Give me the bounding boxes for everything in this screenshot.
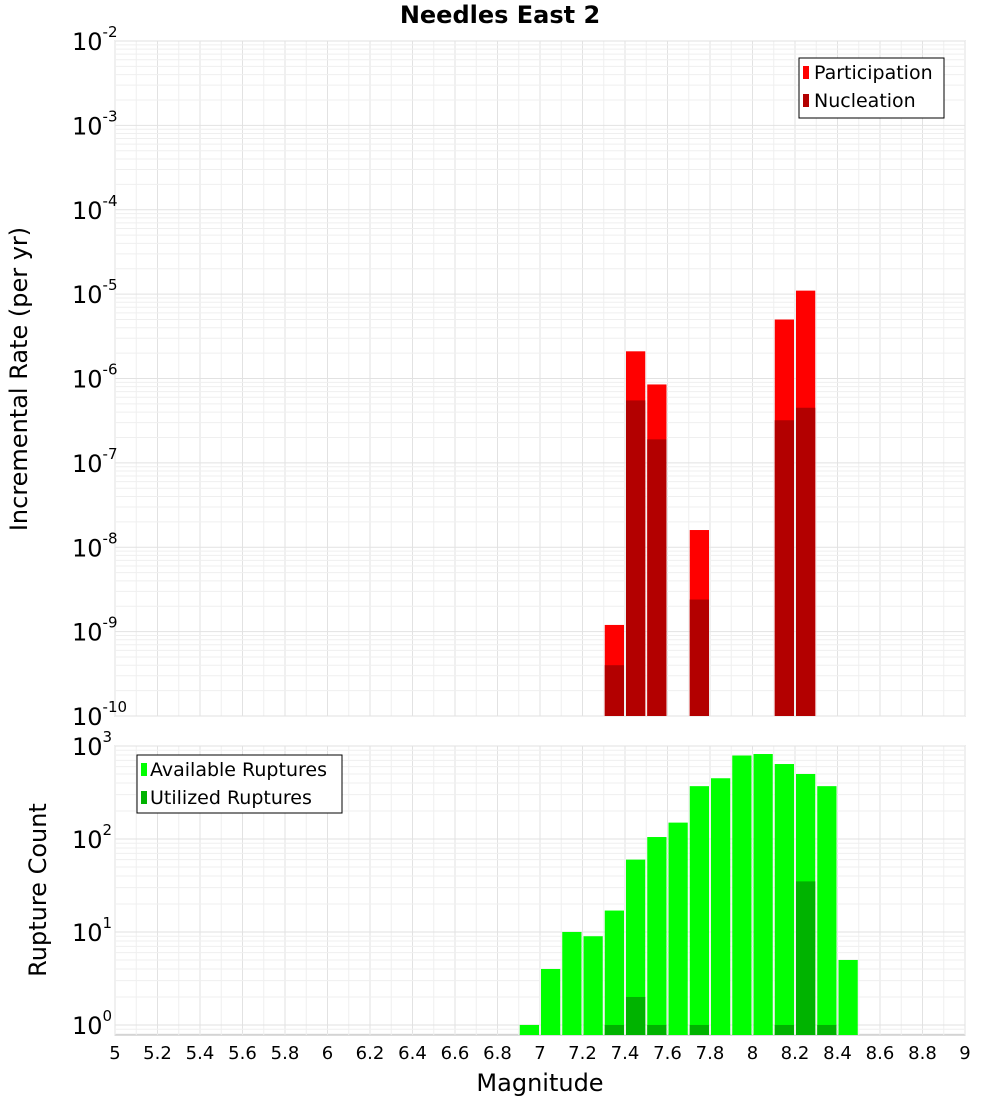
legend-swatch-utilized-ruptures	[141, 791, 147, 804]
bar-available-ruptures	[647, 837, 667, 1035]
x-tick-label: 7.4	[611, 1043, 640, 1064]
legend-label-available-ruptures: Available Ruptures	[150, 759, 327, 781]
participation-rate-panel: 10-10 10-9 10-8 10-7 10-6 10-5 10-4 10-3 10-2 In…	[5, 23, 966, 731]
bottom-legend-box	[136, 754, 343, 814]
bar-available-ruptures	[583, 936, 603, 1035]
x-tick-label: 5	[109, 1043, 120, 1064]
bottom-legend: Available Ruptures Utilized Ruptures	[136, 754, 343, 814]
bottom-bars	[519, 754, 858, 1035]
y-tick-label: 10-5	[72, 276, 118, 309]
bar-utilized-ruptures	[774, 1024, 794, 1035]
bar-utilized-ruptures	[817, 1024, 837, 1035]
x-axis-label: Magnitude	[476, 1069, 603, 1097]
y-tick-label: 10-2	[72, 23, 118, 56]
bar-utilized-ruptures	[689, 1024, 709, 1035]
x-tick-label: 5.2	[143, 1043, 172, 1064]
legend-label-participation: Participation	[814, 62, 933, 84]
bar-nucleation	[796, 407, 816, 716]
bar-available-ruptures	[711, 778, 731, 1035]
x-tick-label: 5.6	[228, 1043, 257, 1064]
bar-nucleation	[647, 439, 667, 716]
bar-utilized-ruptures	[647, 1024, 667, 1035]
bar-available-ruptures	[732, 755, 752, 1035]
y-tick-label: 100	[72, 1007, 112, 1040]
legend-label-utilized-ruptures: Utilized Ruptures	[150, 787, 312, 809]
legend-label-nucleation: Nucleation	[814, 90, 916, 112]
bar-nucleation	[604, 665, 624, 716]
x-tick-label: 8.2	[781, 1043, 810, 1064]
bar-available-ruptures	[838, 959, 858, 1035]
legend-swatch-participation	[803, 66, 809, 79]
bar-utilized-ruptures	[604, 1024, 624, 1035]
bar-utilized-ruptures	[626, 996, 646, 1035]
top-legend-box	[798, 57, 945, 119]
x-tick-label: 7.2	[568, 1043, 597, 1064]
bar-nucleation	[626, 400, 646, 716]
bar-available-ruptures	[668, 822, 688, 1035]
y-tick-label: 10-10	[72, 698, 127, 731]
legend-swatch-nucleation	[803, 94, 809, 107]
bar-utilized-ruptures	[796, 881, 816, 1035]
bar-available-ruptures	[604, 910, 624, 1035]
bar-available-ruptures	[817, 786, 837, 1035]
legend-swatch-available-ruptures	[141, 763, 147, 776]
x-tick-label: 6	[322, 1043, 333, 1064]
y-tick-label: 10-8	[72, 529, 118, 562]
x-tick-label: 6.4	[398, 1043, 427, 1064]
y-tick-label: 10-6	[72, 361, 118, 394]
top-y-ticks: 10-10 10-9 10-8 10-7 10-6 10-5 10-4 10-3 10-2	[72, 23, 127, 731]
y-tick-label: 10-9	[72, 614, 118, 647]
bar-available-ruptures	[774, 764, 794, 1035]
x-tick-label: 8.8	[908, 1043, 937, 1064]
bar-available-ruptures	[519, 1024, 539, 1035]
y-tick-label: 10-3	[72, 107, 118, 140]
x-tick-label: 7	[534, 1043, 545, 1064]
bar-available-ruptures	[689, 786, 709, 1035]
x-tick-label: 7.6	[653, 1043, 682, 1064]
top-gridlines	[114, 40, 966, 717]
top-y-axis-label: Incremental Rate (per yr)	[5, 227, 33, 531]
bar-nucleation	[689, 599, 709, 716]
top-legend: Participation Nucleation	[798, 57, 945, 119]
y-tick-label: 10-7	[72, 445, 118, 478]
bar-available-ruptures	[626, 859, 646, 1035]
chart-title: Needles East 2	[400, 1, 600, 29]
x-tick-label: 5.4	[186, 1043, 215, 1064]
x-tick-label: 7.8	[696, 1043, 725, 1064]
x-tick-label: 6.6	[441, 1043, 470, 1064]
rupture-count-panel: 100 101 102 103 5 5.2 5.4 5.6 5.8 6 6.2 6.4 6.6 6.8 7…	[24, 728, 971, 1097]
bar-available-ruptures	[562, 931, 582, 1035]
y-tick-label: 103	[72, 728, 112, 761]
x-tick-label: 6.8	[483, 1043, 512, 1064]
x-ticks: 5 5.2 5.4 5.6 5.8 6 6.2 6.4 6.6 6.8 7 7.2 7.4 7.6 7.8 8…	[109, 1043, 970, 1064]
bar-available-ruptures	[541, 968, 561, 1035]
bar-nucleation	[774, 420, 794, 716]
x-tick-label: 6.2	[356, 1043, 385, 1064]
bottom-y-axis-label: Rupture Count	[24, 803, 52, 977]
y-tick-label: 10-4	[72, 192, 118, 225]
x-tick-label: 8.4	[823, 1043, 852, 1064]
bar-available-ruptures	[753, 754, 773, 1035]
top-bars	[604, 290, 816, 716]
x-tick-label: 8.6	[866, 1043, 895, 1064]
x-tick-label: 8	[747, 1043, 758, 1064]
bottom-y-ticks: 100 101 102 103	[72, 728, 112, 1040]
x-tick-label: 9	[959, 1043, 970, 1064]
x-tick-label: 5.8	[271, 1043, 300, 1064]
y-tick-label: 102	[72, 821, 112, 854]
y-tick-label: 101	[72, 914, 112, 947]
